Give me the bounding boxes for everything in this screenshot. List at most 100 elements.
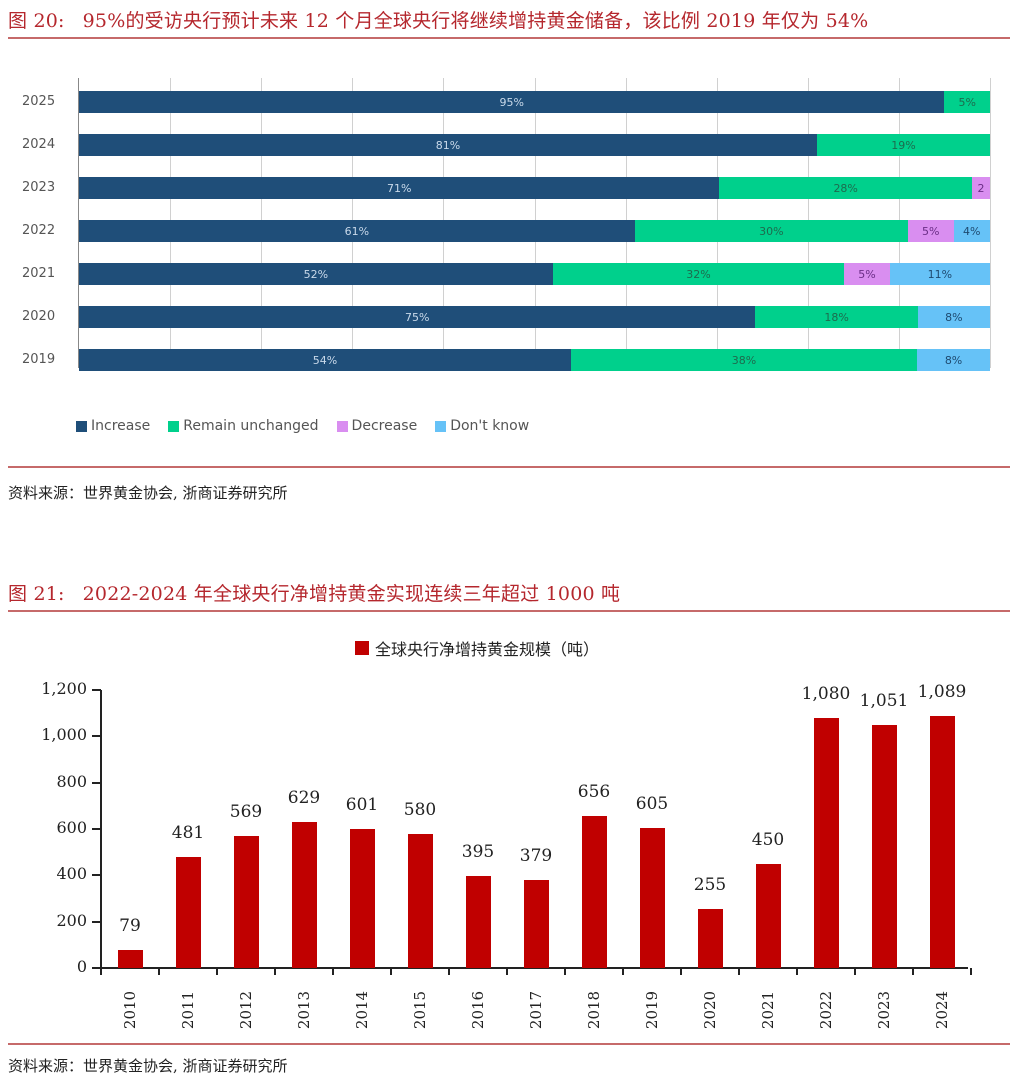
x-tick bbox=[274, 968, 276, 975]
divider bbox=[8, 1043, 1010, 1045]
x-tick bbox=[100, 968, 102, 975]
y-axis-line bbox=[100, 690, 102, 969]
x-tick-label: 2013 bbox=[294, 980, 314, 1040]
x-tick-label: 2017 bbox=[526, 980, 546, 1040]
bar-segment-remain-unchanged: 5% bbox=[944, 91, 990, 113]
bar-segment-decrease: 2 bbox=[971, 177, 990, 199]
bar bbox=[349, 828, 375, 968]
bar bbox=[929, 715, 955, 968]
y-tick bbox=[92, 781, 101, 784]
stacked-bar-chart: 2025 95% 5% 2024 81% 19% 2023 71% 28% 2 2022 61% 30%… bbox=[0, 60, 1015, 460]
bar-segment-remain-unchanged: 38% bbox=[570, 349, 918, 371]
bar bbox=[523, 880, 549, 968]
x-tick-label: 2024 bbox=[932, 980, 952, 1040]
bar bbox=[291, 822, 317, 968]
bar bbox=[871, 724, 897, 968]
legend-swatch bbox=[76, 420, 87, 432]
bar-segment-increase: 81% bbox=[79, 134, 817, 156]
bar-segment-increase: 95% bbox=[79, 91, 945, 113]
legend-item: Don't know bbox=[435, 418, 529, 434]
legend-label: Decrease bbox=[351, 418, 418, 434]
bar-row: 2025 95% 5% bbox=[0, 91, 1015, 113]
x-axis-line bbox=[100, 967, 968, 969]
y-tick bbox=[92, 828, 101, 830]
x-tick-label-text: 2015 bbox=[411, 990, 429, 1030]
bar-row: 2021 52% 32% 5% 11% bbox=[0, 263, 1015, 285]
x-tick-label-text: 2018 bbox=[585, 990, 603, 1030]
figure-20-number: 图 20: bbox=[8, 10, 65, 32]
year-label: 2020 bbox=[22, 309, 56, 324]
bar-value-label: 255 bbox=[693, 874, 727, 895]
y-tick-label: 600 bbox=[56, 818, 87, 837]
legend: Increase Remain unchanged Decrease Don't kn… bbox=[76, 418, 529, 434]
bar-value-label: 1,089 bbox=[917, 681, 967, 702]
legend-swatch bbox=[336, 420, 348, 432]
figure-21-number: 图 21: bbox=[8, 583, 65, 605]
x-tick-label-text: 2016 bbox=[469, 990, 487, 1030]
x-tick-label: 2021 bbox=[758, 980, 778, 1040]
x-tick-label: 2010 bbox=[120, 980, 140, 1040]
bar-segment-increase: 75% bbox=[79, 306, 756, 328]
x-tick-label-text: 2021 bbox=[759, 990, 777, 1030]
y-tick-label: 800 bbox=[56, 771, 87, 791]
figure-21-title: 图 21: 2022-2024 年全球央行净增持黄金实现连续三年超过 1000 吨 bbox=[8, 579, 620, 606]
y-tick bbox=[92, 967, 101, 969]
divider bbox=[8, 466, 1010, 468]
legend: 全球央行净增持黄金规模（吨） bbox=[355, 636, 599, 660]
bar-row: 2019 54% 38% 8% bbox=[0, 349, 1015, 371]
year-label: 2025 bbox=[22, 94, 56, 109]
figure-20-title-text: 95%的受访央行预计未来 12 个月全球央行将继续增持黄金储备，该比例 2019… bbox=[82, 10, 869, 32]
x-tick-label-text: 2022 bbox=[817, 990, 835, 1030]
x-tick-label-text: 2020 bbox=[701, 990, 719, 1030]
bar-value-label: 601 bbox=[345, 794, 379, 815]
x-tick bbox=[564, 968, 566, 975]
bar bbox=[233, 836, 259, 968]
bar-value-label: 580 bbox=[403, 799, 437, 820]
bar-segment-increase: 71% bbox=[79, 177, 720, 199]
bar-row: 2022 61% 30% 5% 4% bbox=[0, 220, 1015, 242]
bar-value-label: 1,051 bbox=[859, 690, 909, 711]
x-tick-label-text: 2017 bbox=[527, 990, 545, 1030]
x-tick bbox=[506, 968, 508, 975]
year-label: 2019 bbox=[22, 352, 56, 367]
bar-segment-don-t-know: 8% bbox=[917, 306, 990, 328]
y-tick-label: 1,200 bbox=[41, 679, 87, 698]
bar-segment-don-t-know: 8% bbox=[917, 349, 990, 371]
y-tick bbox=[92, 874, 101, 877]
x-tick-label-text: 2010 bbox=[121, 990, 139, 1030]
year-label: 2022 bbox=[22, 223, 56, 238]
divider bbox=[8, 37, 1010, 39]
year-label: 2023 bbox=[22, 180, 56, 195]
year-label: 2024 bbox=[22, 137, 56, 152]
bar-value-label: 450 bbox=[751, 829, 785, 850]
bar-row: 2023 71% 28% 2 bbox=[0, 177, 1015, 199]
x-tick bbox=[216, 968, 218, 975]
x-tick-label: 2020 bbox=[700, 980, 720, 1040]
y-tick-label: 400 bbox=[56, 864, 87, 884]
divider bbox=[8, 610, 1010, 612]
bar-segment-don-t-know: 11% bbox=[889, 263, 990, 285]
y-tick-label: 1,000 bbox=[41, 725, 87, 745]
x-tick-label-text: 2014 bbox=[353, 990, 371, 1030]
y-tick-label: 0 bbox=[76, 957, 87, 976]
bar-value-label: 656 bbox=[577, 782, 611, 803]
x-tick bbox=[158, 968, 160, 975]
x-tick-label-text: 2011 bbox=[179, 990, 197, 1030]
x-tick bbox=[970, 968, 972, 975]
x-tick-label: 2012 bbox=[236, 980, 256, 1040]
x-tick-label: 2011 bbox=[178, 980, 198, 1040]
x-tick-label: 2019 bbox=[642, 980, 662, 1040]
bar-segment-remain-unchanged: 30% bbox=[634, 220, 908, 242]
bar-value-label: 79 bbox=[119, 915, 141, 936]
bar-segment-don-t-know: 4% bbox=[953, 220, 990, 242]
bar-segment-remain-unchanged: 18% bbox=[755, 306, 918, 328]
x-tick bbox=[680, 968, 682, 975]
bar-segment-decrease: 5% bbox=[844, 263, 890, 285]
bar-value-label: 569 bbox=[229, 802, 263, 823]
bar bbox=[697, 908, 723, 968]
legend-item: Remain unchanged bbox=[168, 418, 319, 434]
bar-segment-decrease: 5% bbox=[908, 220, 954, 242]
x-tick bbox=[332, 968, 334, 975]
bar-segment-increase: 61% bbox=[79, 220, 635, 242]
x-tick bbox=[796, 968, 798, 975]
